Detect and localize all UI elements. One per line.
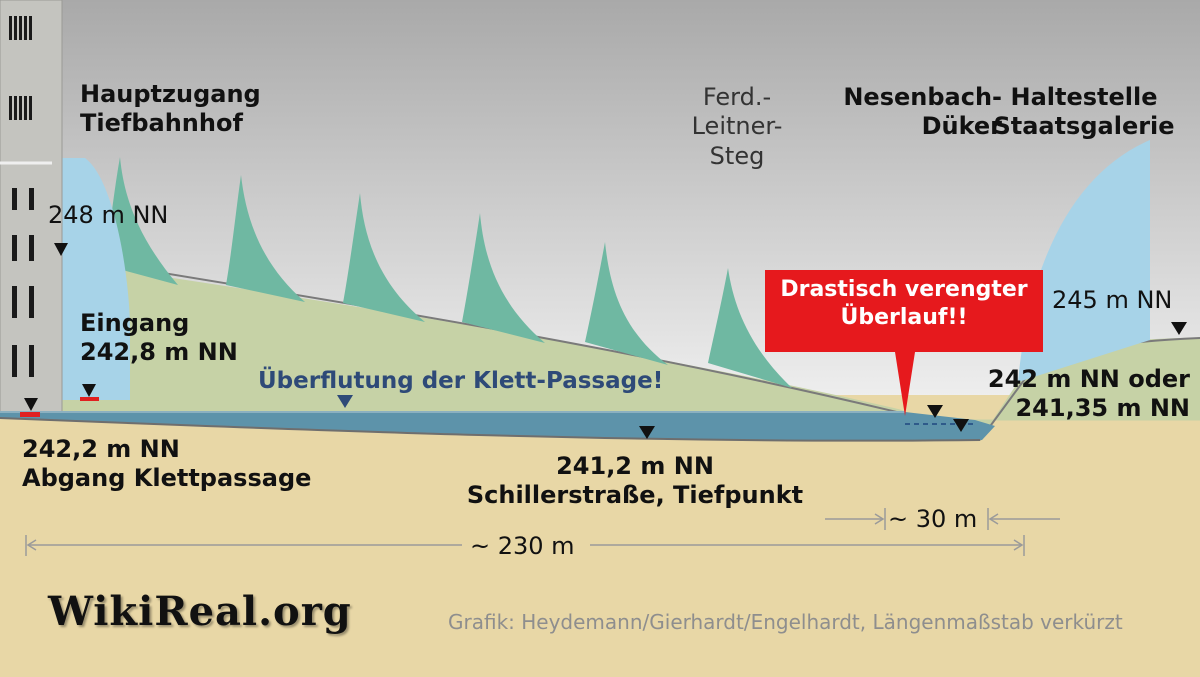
wikireal-logo: WikiReal.org	[48, 588, 352, 635]
callout-drastisch-verengter-ueberlauf: Drastisch verengter Überlauf!!	[765, 270, 1043, 352]
label-level-248: 248 m NN	[48, 201, 169, 229]
level-marker-triangle-icon	[927, 405, 943, 418]
teal-shaft-5	[585, 242, 668, 365]
entrance-hall-shape	[60, 158, 130, 400]
label-level-242-oder: 242 m NN oder 241,35 m NN	[987, 365, 1190, 423]
tunnel-floor-line	[0, 417, 981, 442]
label-distance-230m: ~ 230 m	[470, 532, 575, 560]
label-grafik-credit: Grafik: Heydemann/Gierhardt/Engelhardt, …	[448, 610, 1123, 634]
teal-shaft-3	[343, 193, 425, 322]
level-marker-triangle-icon	[54, 243, 68, 256]
label-schillerstrasse-tiefpunkt: 241,2 m NN Schillerstraße, Tiefpunkt	[466, 452, 804, 510]
haltestelle-shape	[1018, 140, 1150, 382]
dimension-230	[25, 535, 1025, 556]
building-windows	[9, 16, 34, 377]
ground-area	[0, 395, 1200, 677]
teal-shaft-6	[708, 268, 792, 388]
flood-marker-triangle-icon	[337, 395, 353, 408]
label-hauptzugang: Hauptzugang Tiefbahnhof	[80, 80, 261, 138]
abgang-marker-icon	[20, 412, 40, 417]
teal-shaft-2	[226, 175, 305, 302]
entrance-marker-icon	[80, 397, 99, 401]
level-marker-triangle-icon	[1171, 322, 1187, 335]
slope-edge-line	[121, 265, 906, 415]
level-marker-triangle-icon	[639, 426, 655, 439]
label-haltestelle-staatsgalerie: Haltestelle Staatsgalerie	[993, 83, 1175, 141]
level-marker-triangle-icon	[24, 398, 38, 411]
label-ueberflutung: Überflutung der Klett-Passage!	[258, 368, 664, 394]
label-eingang: Eingang 242,8 m NN	[80, 309, 238, 367]
flood-water	[0, 412, 995, 441]
label-abgang-klettpassage: 242,2 m NN Abgang Klettpassage	[22, 435, 312, 493]
label-nesenbach-dueker: Nesenbach- Düker	[843, 83, 1002, 141]
level-marker-triangle-icon	[82, 384, 96, 397]
label-level-245: 245 m NN	[1052, 286, 1173, 314]
callout-pointer	[895, 352, 915, 416]
label-ferd-leitner-steg: Ferd.- Leitner- Steg	[691, 83, 783, 170]
dimension-30	[825, 508, 1060, 530]
level-marker-triangle-icon	[953, 419, 969, 432]
label-distance-30m: ~ 30 m	[888, 505, 978, 533]
teal-shaft-4	[462, 213, 545, 343]
level-markers	[24, 243, 1187, 439]
